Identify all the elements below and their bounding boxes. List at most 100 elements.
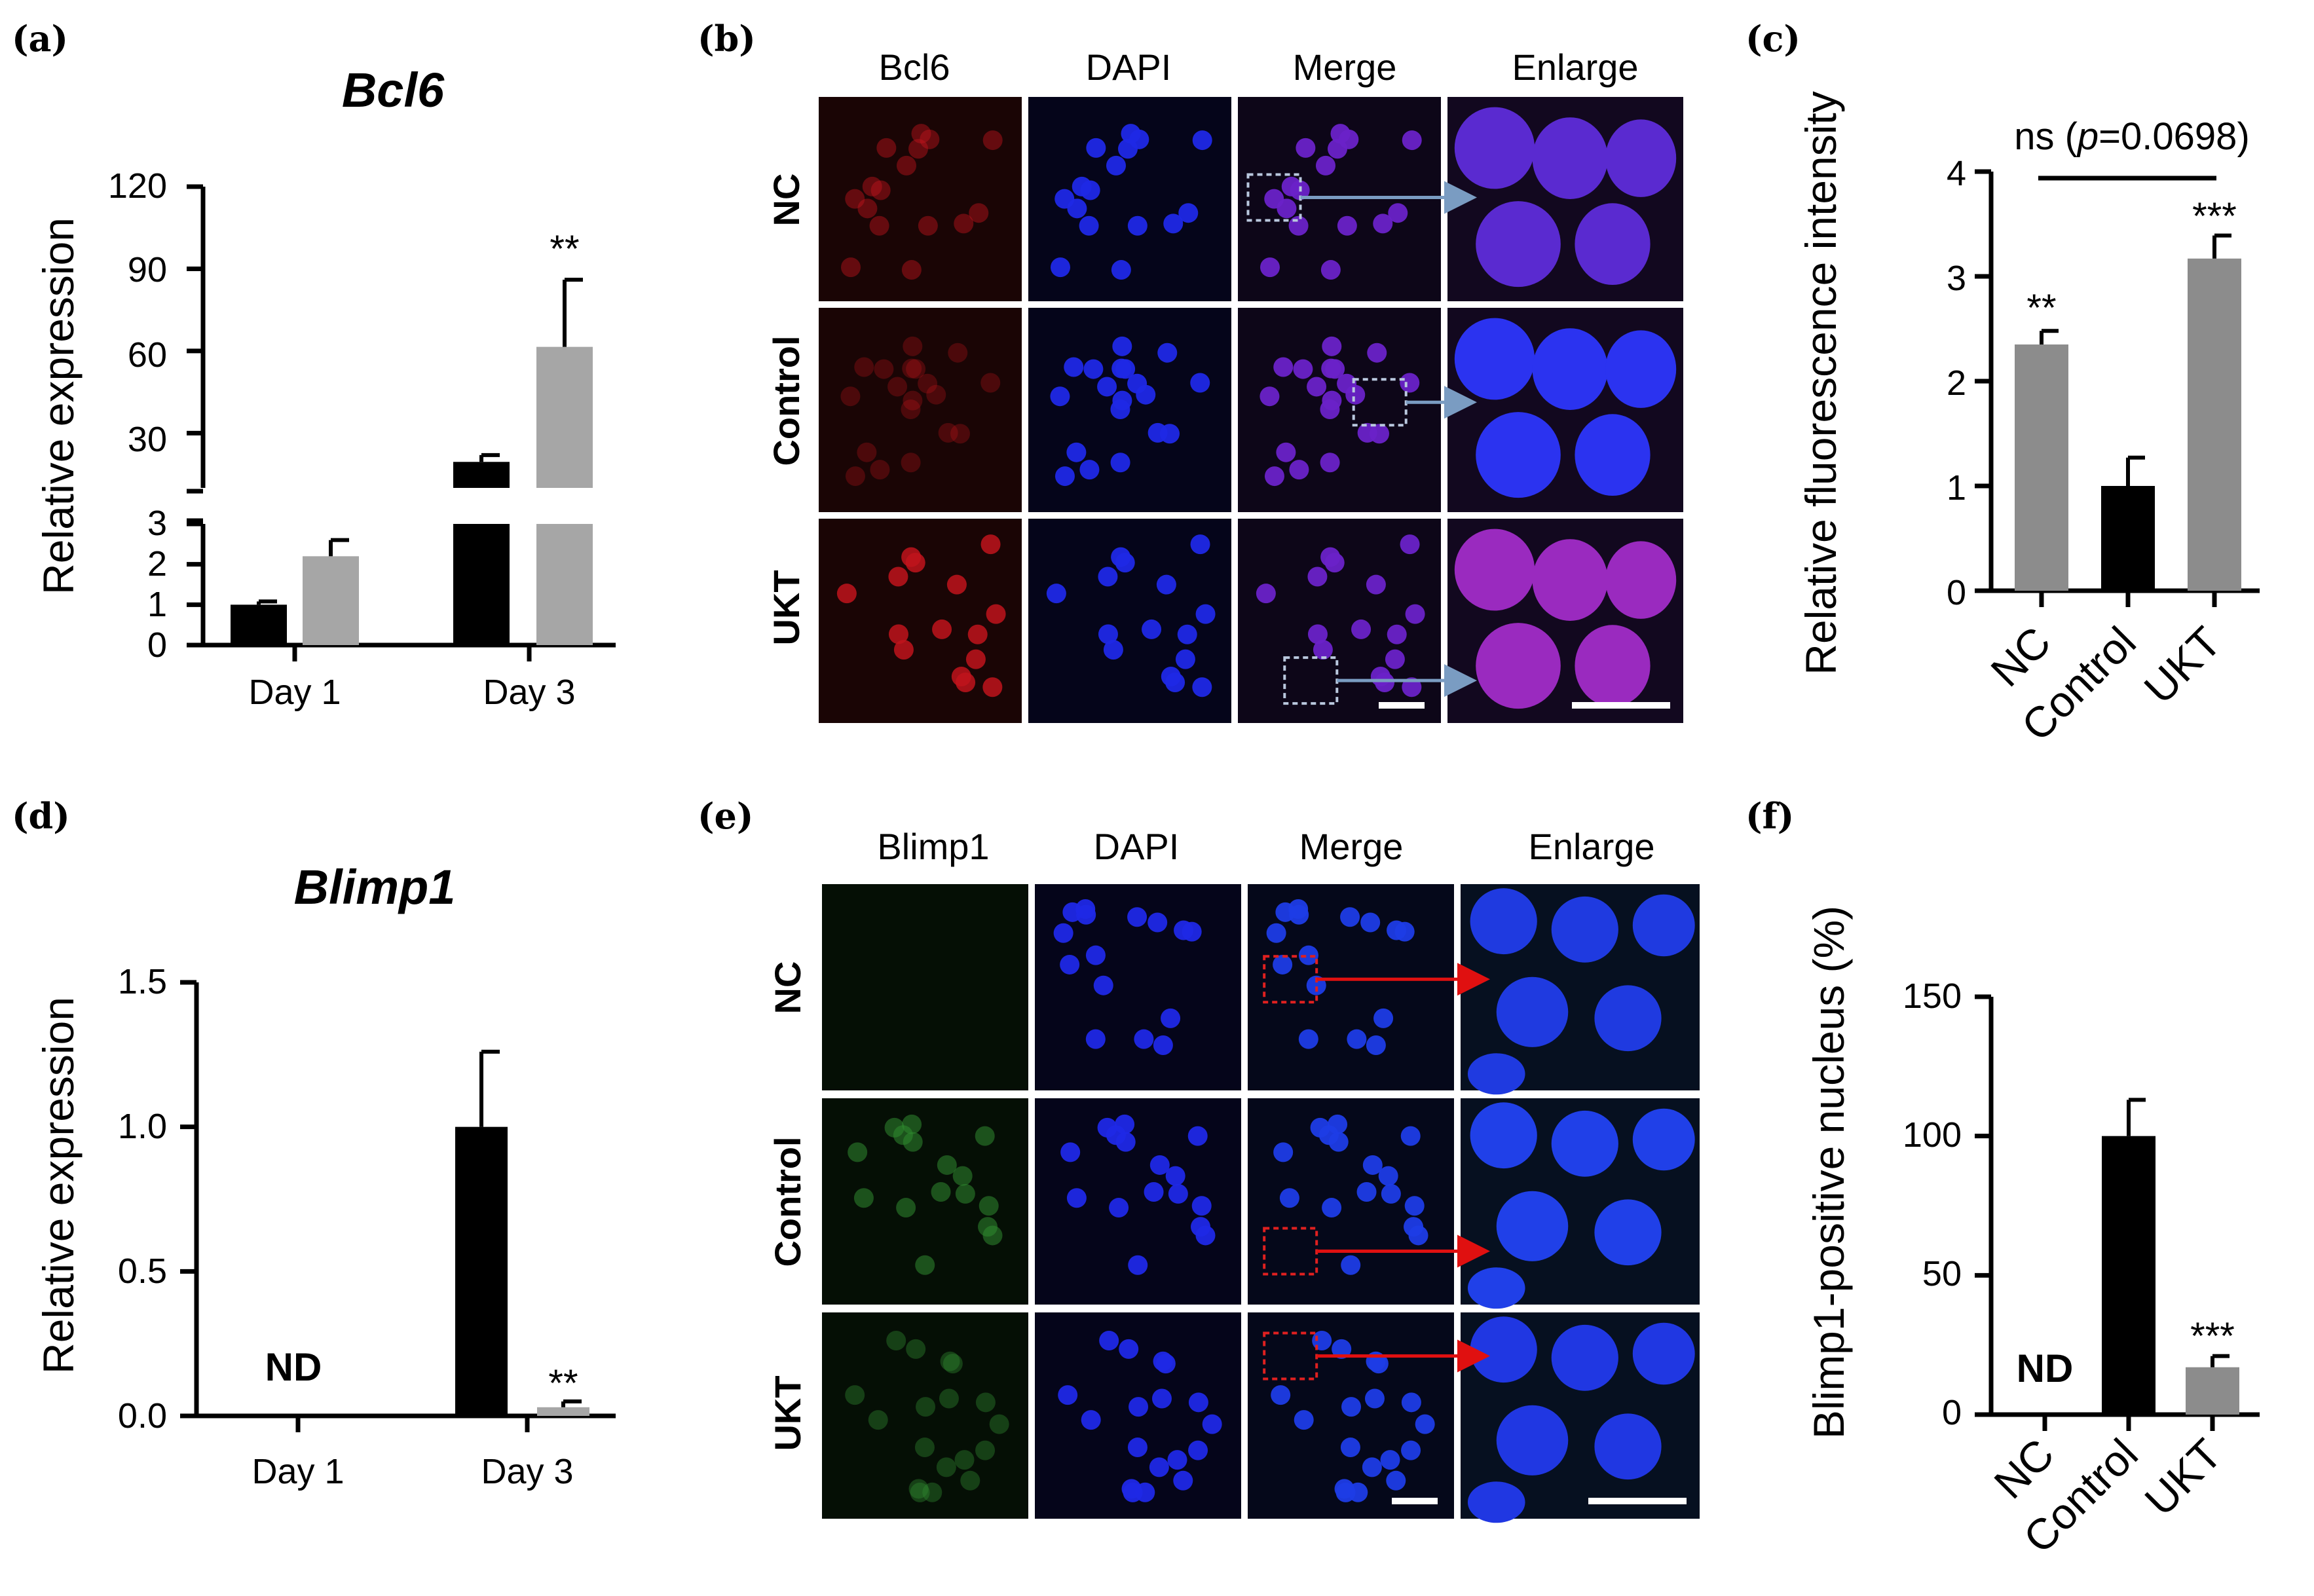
cell-e-ukt-blimp1-15	[942, 1354, 963, 1374]
chart-a-bar-1-s2	[303, 556, 359, 645]
enlarged-cell-b-control-enlarge-2	[1605, 330, 1677, 408]
cell-e-ukt-dapi-11	[1188, 1440, 1208, 1460]
cell-b-control-dapi-18	[1157, 343, 1178, 363]
micrograph-b-nc-bcl6	[819, 97, 1022, 301]
cell-b-nc-bcl6-3	[969, 203, 989, 223]
cell-e-ukt-dapi-12	[1058, 1385, 1078, 1405]
enlarged-cell-e-control-enlarge-1	[1551, 1110, 1618, 1177]
cell-b-ukt-dapi-6	[1103, 640, 1123, 660]
cell-b-control-bcl6-6	[906, 359, 926, 379]
cell-b-ukt-merge-2	[1385, 649, 1405, 669]
cell-b-ukt-bcl6-1	[982, 677, 1003, 697]
cell-e-ukt-blimp1-0	[908, 1479, 929, 1499]
enlarged-cell-e-control-enlarge-0	[1470, 1102, 1537, 1169]
cell-e-ukt-merge-1	[1401, 1392, 1421, 1413]
chart-c-ytick-4: 4	[1947, 154, 1966, 193]
cell-b-control-merge-9	[1273, 357, 1294, 377]
chart-f-ytick-0: 0	[1942, 1393, 1962, 1432]
cell-e-ukt-dapi-17	[1099, 1330, 1119, 1350]
cell-e-ukt-merge-5	[1362, 1457, 1382, 1477]
cell-b-ukt-dapi-3	[1142, 619, 1162, 639]
enlarged-cell-e-nc-enlarge-5	[1467, 1053, 1525, 1095]
enlarged-cell-b-ukt-enlarge-0	[1454, 529, 1535, 611]
cell-b-ukt-dapi-1	[1192, 677, 1212, 697]
enlarged-cell-b-control-enlarge-3	[1476, 412, 1561, 498]
cell-b-ukt-dapi-4	[1046, 584, 1066, 604]
cell-b-nc-merge-7	[1288, 215, 1309, 236]
enlarged-cell-e-nc-enlarge-1	[1551, 896, 1618, 963]
cell-b-ukt-bcl6-8	[980, 534, 1001, 555]
chart-d-ytick-0-5: 0.5	[118, 1252, 167, 1291]
scale-bar-b-enlarge	[1572, 702, 1670, 709]
chart-f-xtick-ukt: UKT	[2135, 1430, 2231, 1525]
cell-b-control-bcl6-1	[918, 373, 938, 394]
cell-b-ukt-bcl6-3	[932, 619, 952, 639]
cell-e-nc-merge-2	[1366, 1035, 1386, 1055]
cell-b-nc-dapi-4	[1106, 155, 1126, 176]
panel-e-col-blimp1: Blimp1	[877, 826, 989, 867]
enlarged-cell-b-nc-enlarge-0	[1454, 107, 1535, 189]
chart-c-ytick-1: 1	[1947, 468, 1966, 508]
cell-b-control-merge-17	[1293, 359, 1313, 379]
cell-b-ukt-bcl6-11	[986, 604, 1006, 624]
cell-e-ukt-blimp1-6	[906, 1339, 926, 1359]
cell-b-nc-dapi-14	[1127, 215, 1148, 236]
cell-b-control-dapi-6	[1115, 359, 1136, 379]
enlarged-cell-e-nc-enlarge-3	[1496, 976, 1569, 1047]
panel-b-col-enlarge: Enlarge	[1512, 46, 1638, 88]
cell-b-nc-merge-12	[1320, 260, 1341, 280]
cell-b-nc-merge-2	[1330, 124, 1351, 144]
enlarged-cell-e-nc-enlarge-4	[1594, 985, 1662, 1052]
cell-b-nc-bcl6-13	[862, 176, 882, 196]
cell-e-ukt-blimp1-10	[916, 1397, 936, 1417]
enlarged-cell-e-control-enlarge-4	[1594, 1199, 1662, 1266]
chart-a-bar-2-s2-upper	[536, 346, 593, 488]
chart-a-bar-2-s2-lower	[536, 524, 593, 645]
chart-d-title: Blimp1	[294, 860, 456, 914]
cell-e-ukt-merge-10	[1341, 1397, 1362, 1417]
cell-b-control-bcl6-13	[980, 373, 1001, 393]
chart-a-significance-day3: **	[550, 228, 579, 270]
cell-b-control-bcl6-16	[903, 390, 923, 411]
cell-b-nc-dapi-9	[1117, 139, 1138, 159]
cell-b-ukt-merge-11	[1405, 604, 1425, 624]
panel-a-letter: (a)	[12, 18, 68, 60]
chart-a-bar-2-s1-lower	[453, 524, 510, 645]
cell-b-nc-bcl6-12	[901, 260, 922, 280]
cell-e-nc-merge-6	[1347, 1029, 1367, 1049]
panel-e-letter: (e)	[698, 795, 753, 837]
chart-f-bar-ukt	[2186, 1367, 2239, 1415]
cell-b-ukt-merge-7	[1366, 574, 1386, 595]
cell-b-control-merge-18	[1367, 343, 1387, 363]
cell-b-nc-bcl6-6	[845, 189, 865, 209]
cell-e-ukt-dapi-9	[1167, 1450, 1187, 1470]
cell-e-ukt-merge-16	[1294, 1410, 1314, 1430]
cell-b-ukt-bcl6-4	[836, 584, 857, 604]
cell-e-control-dapi-8	[1060, 1142, 1081, 1162]
cell-b-control-bcl6-5	[870, 460, 890, 480]
cell-b-ukt-bcl6-5	[888, 566, 908, 587]
cell-e-ukt-blimp1-5	[936, 1457, 956, 1477]
enlarged-cell-b-control-enlarge-1	[1532, 328, 1608, 410]
cell-e-ukt-dapi-13	[1123, 1482, 1143, 1502]
cell-b-nc-dapi-13	[1072, 176, 1092, 196]
cell-e-control-dapi-12	[1191, 1196, 1212, 1216]
enlarged-cell-b-control-enlarge-0	[1454, 318, 1535, 400]
chart-a-ytick-1: 1	[147, 585, 167, 624]
cell-e-control-dapi-9	[1097, 1117, 1117, 1138]
cell-e-control-dapi-15	[1128, 1255, 1148, 1275]
enlarged-cell-b-ukt-enlarge-1	[1532, 539, 1608, 621]
cell-e-control-blimp1-5	[937, 1155, 957, 1175]
micrograph-panel-b: Bcl6 DAPI Merge Enlarge NC Control UKT	[766, 46, 1683, 723]
panel-b-letter: (b)	[698, 18, 756, 60]
chart-d-significance-day3: **	[548, 1362, 578, 1405]
cell-e-control-dapi-10	[1144, 1182, 1164, 1202]
cell-e-ukt-dapi-1	[1188, 1392, 1208, 1413]
cell-e-control-blimp1-3	[952, 1166, 973, 1186]
cell-b-ukt-merge-14	[1375, 672, 1395, 692]
cell-b-control-bcl6-12	[938, 422, 958, 443]
cell-b-nc-merge-14	[1337, 215, 1357, 236]
cell-b-nc-dapi-12	[1111, 260, 1131, 280]
cell-b-control-merge-15	[1320, 453, 1340, 473]
